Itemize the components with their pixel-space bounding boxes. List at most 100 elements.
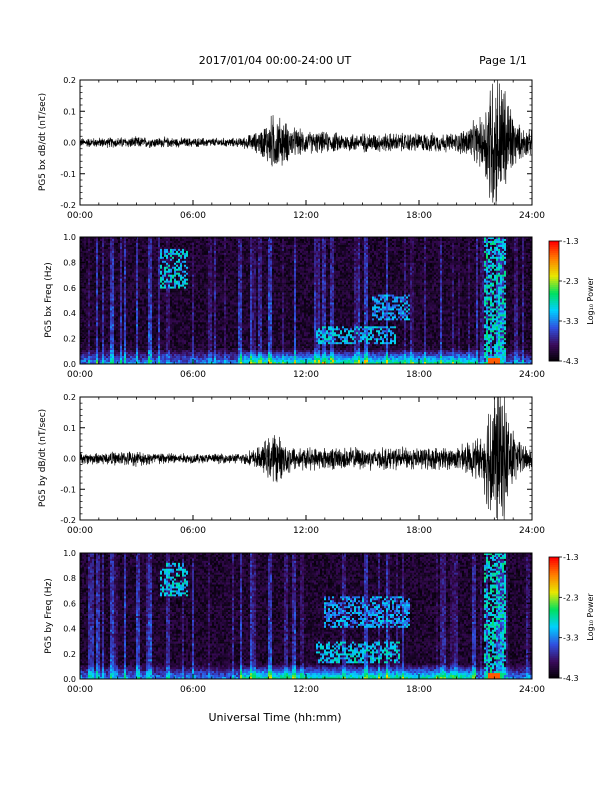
spectrogram-cell: [158, 282, 161, 285]
spectrogram-cell: [156, 248, 159, 252]
spectrogram-cell: [108, 296, 111, 299]
spectrogram-cell: [140, 324, 143, 327]
spectrogram-cell: [200, 312, 203, 315]
spectrogram-cell: [192, 240, 195, 244]
spectrogram-cell: [130, 268, 133, 272]
spectrogram-cell: [178, 358, 181, 361]
spectrogram-cell: [204, 246, 207, 250]
spectrogram-cell: [158, 286, 161, 289]
spectrogram-cell: [116, 324, 119, 327]
spectrogram-cell: [136, 266, 139, 270]
spectrogram-cell: [176, 304, 179, 307]
spectrogram-cell: [116, 360, 119, 363]
spectrogram-cell: [144, 316, 147, 319]
spectrogram-cell: [130, 238, 133, 242]
spectrogram-cell: [154, 302, 157, 305]
spectrogram-cell: [198, 336, 201, 339]
spectrogram-cell: [140, 278, 143, 281]
spectrogram-cell: [200, 276, 203, 279]
spectrogram-cell: [186, 344, 189, 347]
spectrogram-cell: [120, 322, 123, 325]
spectrogram-cell: [138, 238, 141, 242]
spectrogram-cell: [216, 308, 219, 311]
spectrogram-cell: [120, 328, 123, 331]
spectrogram-cell: [158, 358, 161, 361]
spectrogram-cell: [204, 326, 207, 329]
spectrogram-cell: [92, 248, 95, 252]
spectrogram-cell: [138, 356, 141, 359]
spectrogram-cell: [224, 302, 227, 305]
spectrogram-cell: [222, 332, 225, 335]
spectrogram-cell: [188, 262, 191, 266]
spectrogram-cell: [112, 296, 115, 299]
spectrogram-cell: [154, 260, 157, 264]
spectrogram-cell: [222, 322, 225, 325]
spectrogram-cell: [226, 264, 229, 268]
spectrogram-cell: [86, 248, 89, 252]
spectrogram-cell: [114, 332, 117, 335]
spectrogram-cell: [98, 294, 101, 297]
spectrogram-cell: [212, 284, 215, 287]
spectrogram-cell: [170, 308, 173, 311]
spectrogram-cell: [130, 262, 133, 266]
spectrogram-cell: [214, 274, 217, 277]
spectrogram-cell: [146, 290, 149, 293]
spectrogram-cell: [144, 310, 147, 313]
spectrogram-cell: [108, 302, 111, 305]
spectrogram-cell: [146, 270, 149, 274]
spectrogram-cell: [132, 310, 135, 313]
spectrogram-cell: [98, 322, 101, 325]
spectrogram-cell: [136, 318, 139, 321]
spectrogram-cell: [174, 316, 177, 319]
spectrogram-cell: [216, 266, 219, 270]
spectrogram-cell: [214, 238, 217, 242]
spectrogram-cell: [166, 302, 169, 305]
spectrogram-cell: [176, 298, 179, 301]
spectrogram-cell: [82, 272, 85, 275]
spectrogram-cell: [140, 334, 143, 337]
spectrogram-cell: [214, 308, 217, 311]
spectrogram-cell: [166, 310, 169, 313]
spectrogram-cell: [206, 280, 209, 283]
spectrogram-cell: [102, 238, 105, 242]
spectrogram-cell: [162, 310, 165, 313]
spectrogram-cell: [196, 262, 199, 266]
spectrogram-cell: [80, 238, 83, 242]
spectrogram-cell: [142, 286, 145, 289]
spectrogram-cell: [86, 304, 89, 307]
spectrogram-cell: [166, 288, 169, 291]
spectrogram-cell: [216, 240, 219, 244]
spectrogram-cell: [134, 306, 137, 309]
spectrogram-cell: [102, 292, 105, 295]
spectrogram-cell: [138, 264, 141, 268]
spectrogram-cell: [136, 262, 139, 266]
spectrogram-cell: [194, 342, 197, 345]
spectrogram-cell: [222, 324, 225, 327]
spectrogram-cell: [138, 338, 141, 341]
spectrogram-cell: [154, 342, 157, 345]
spectrogram-cell: [98, 254, 101, 258]
spectrogram-cell: [216, 280, 219, 283]
spectrogram-cell: [186, 314, 189, 317]
spectrogram-cell: [128, 336, 131, 339]
spectrogram-cell: [156, 308, 159, 311]
spectrogram-cell: [220, 316, 223, 319]
spectrogram-cell: [126, 246, 129, 250]
spectrogram-cell: [216, 242, 219, 246]
spectrogram-cell: [128, 338, 131, 341]
spectrogram-cell: [120, 242, 123, 246]
spectrogram-cell: [210, 356, 213, 359]
spectrogram-cell: [84, 258, 87, 262]
spectrogram-cell: [142, 360, 145, 363]
spectrogram-cell: [124, 246, 127, 250]
spectrogram-cell: [180, 240, 183, 244]
spectrogram-cell: [84, 270, 87, 274]
spectrogram-cell: [154, 264, 157, 268]
spectrogram-cell: [98, 250, 101, 254]
spectrogram-cell: [102, 352, 105, 355]
spectrogram-cell: [114, 326, 117, 329]
spectrogram-cell: [214, 272, 217, 275]
spectrogram-cell: [98, 286, 101, 289]
spectrogram-cell: [112, 262, 115, 266]
spectrogram-cell: [192, 272, 195, 275]
